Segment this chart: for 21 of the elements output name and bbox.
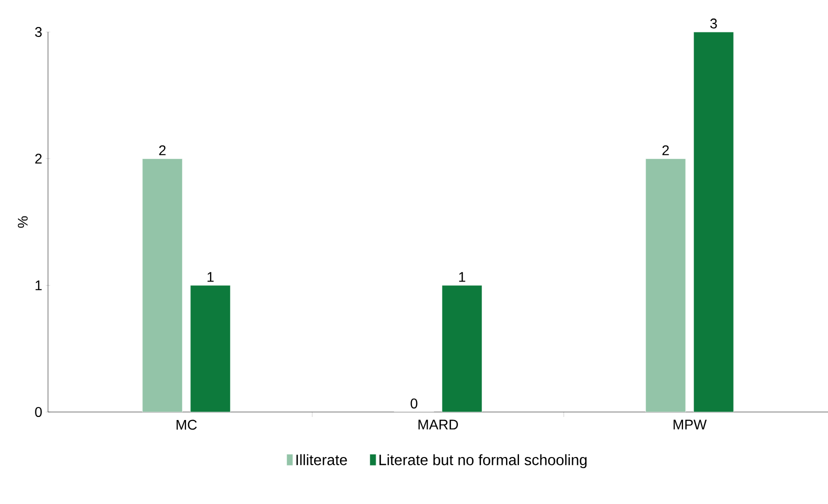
bar — [190, 285, 231, 412]
bar — [442, 285, 482, 412]
y-tick-label: 2 — [35, 154, 42, 164]
legend-label: Literate but no formal schooling — [380, 454, 587, 468]
data-label: 2 — [662, 145, 669, 156]
data-label: 2 — [159, 145, 166, 156]
data-label: 1 — [208, 272, 214, 282]
y-tick-label: 1 — [36, 280, 42, 290]
y-tick-label: 3 — [35, 27, 42, 37]
x-tick-label: MPW — [674, 420, 707, 430]
bar — [645, 158, 686, 412]
x-tick-label: MARD — [418, 420, 458, 430]
bar — [693, 32, 734, 412]
legend-label: Illiterate — [296, 454, 347, 466]
data-label: 3 — [710, 18, 717, 28]
x-tick-label: MC — [176, 420, 197, 430]
y-tick-label: 0 — [35, 407, 42, 417]
y-axis-title: % — [18, 216, 28, 228]
bar — [142, 158, 183, 412]
data-label: 0 — [410, 398, 418, 408]
data-label: 1 — [459, 272, 466, 282]
